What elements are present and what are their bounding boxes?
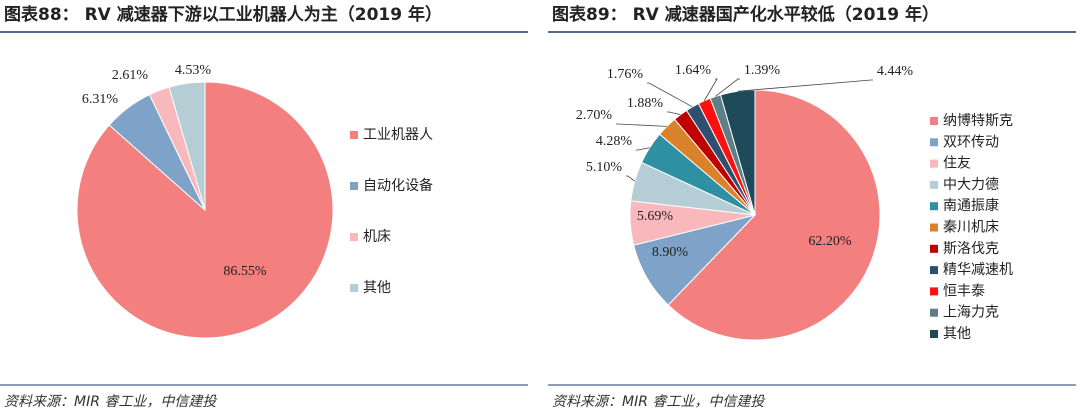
legend-swatch <box>350 284 358 292</box>
data-label: 8.90% <box>652 245 689 260</box>
leader-line <box>647 82 693 108</box>
pie-slice <box>168 81 206 211</box>
legend-label: 其他 <box>943 326 971 342</box>
data-label: 4.53% <box>175 63 212 78</box>
legend-swatch <box>930 223 938 232</box>
legend-label: 上海力克 <box>943 305 999 321</box>
legend-swatch <box>930 202 938 211</box>
legend-swatch <box>930 117 938 125</box>
legend-label: 其他 <box>363 280 391 296</box>
data-label: 4.28% <box>596 134 633 149</box>
leader-line <box>703 78 718 101</box>
leader-line <box>737 79 873 92</box>
legend-swatch <box>350 131 358 139</box>
legend-label: 中大力德 <box>943 177 999 193</box>
data-label: 1.64% <box>675 63 712 78</box>
data-label: 5.10% <box>586 160 623 175</box>
legend-swatch <box>930 266 938 275</box>
legend-label: 秦川机床 <box>943 220 999 236</box>
data-label: 1.76% <box>607 67 644 82</box>
legend-label: 工业机器人 <box>363 127 433 143</box>
data-label: 1.88% <box>627 96 664 111</box>
leader-line <box>715 78 740 97</box>
legend-label: 斯洛伐克 <box>943 241 999 257</box>
legend-label: 双环传动 <box>943 134 999 150</box>
legend-label: 南通振康 <box>943 197 999 214</box>
data-label: 5.69% <box>637 209 674 224</box>
data-label: 2.61% <box>112 68 149 83</box>
legend-label: 恒丰泰 <box>943 283 985 299</box>
legend-swatch <box>930 287 938 296</box>
legend-label: 机床 <box>363 229 391 245</box>
leader-line <box>636 147 650 151</box>
legend-swatch <box>930 159 938 168</box>
leader-line <box>667 111 681 116</box>
legend-swatch <box>930 308 938 317</box>
legend-swatch <box>930 138 938 147</box>
data-label: 2.70% <box>576 108 613 123</box>
data-label: 6.31% <box>82 92 119 107</box>
legend-label: 精华减速机 <box>943 262 1013 278</box>
source: 资料来源：MIR 睿工业，中信建投 <box>552 394 766 410</box>
data-label: 4.44% <box>877 64 914 79</box>
data-label: 1.39% <box>744 63 781 78</box>
leader-line <box>626 175 635 182</box>
data-label: 86.55% <box>223 264 267 279</box>
leader-line <box>616 123 667 127</box>
legend-swatch <box>350 182 358 190</box>
legend-swatch <box>930 180 938 189</box>
pie-slice <box>667 89 881 341</box>
legend-swatch <box>930 330 938 338</box>
legend-label: 住友 <box>943 156 971 172</box>
data-label: 62.20% <box>808 234 852 249</box>
legend-label: 纳博特斯克 <box>943 112 1013 129</box>
chart-title: 图表88： RV 减速器下游以工业机器人为主（2019 年） <box>4 4 442 25</box>
legend-swatch <box>350 233 358 241</box>
chart-title: 图表89： RV 减速器国产化水平较低（2019 年） <box>552 4 939 25</box>
source: 资料来源：MIR 睿工业，中信建投 <box>4 394 218 410</box>
legend-label: 自动化设备 <box>363 177 433 194</box>
legend-swatch <box>930 244 938 253</box>
